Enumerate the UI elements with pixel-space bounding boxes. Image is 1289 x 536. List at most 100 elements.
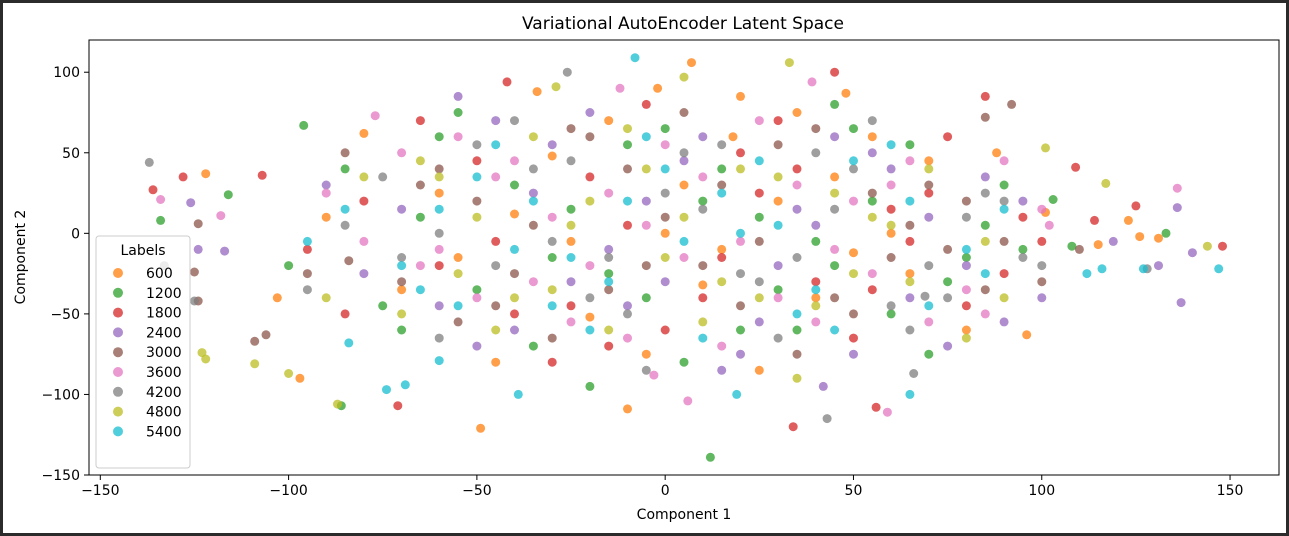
point [566,204,576,214]
point [717,253,727,262]
point [717,140,727,150]
point [679,108,689,117]
point [736,325,745,335]
point [679,156,689,166]
legend-item-3600: 3600 [113,365,182,381]
point [453,108,463,117]
point [397,148,407,158]
point [784,58,794,68]
point [220,246,230,256]
point [980,91,990,101]
point [980,188,990,198]
point [547,151,557,161]
point [397,277,407,287]
point [905,236,915,246]
point [641,293,651,303]
y-axis-label: Component 2 [13,210,29,305]
point [792,164,802,174]
point [992,148,1002,158]
point [472,156,482,166]
point [615,83,625,93]
point [736,148,745,158]
point [302,285,312,295]
point [980,269,990,279]
point [551,82,561,92]
point [547,333,557,343]
point [641,261,651,271]
point [415,285,425,295]
point [849,248,858,258]
point [415,180,425,190]
y-tick-label: 100 [53,65,80,81]
point [434,261,444,271]
point [886,220,896,230]
point [333,399,342,409]
point [604,269,614,279]
point [623,124,632,134]
point [980,236,990,246]
point [604,244,614,254]
point [1041,143,1050,153]
point [830,204,840,214]
point [792,309,802,319]
legend-label: 3600 [146,365,182,381]
legend-label: 600 [146,266,173,282]
point [528,164,538,174]
series-1800 [148,67,1227,432]
point [397,253,407,262]
x-tick-label: −50 [462,483,492,499]
point [434,132,444,142]
point [585,293,595,303]
point [754,156,764,166]
point [698,204,708,214]
point [641,220,651,230]
point [585,261,595,271]
point [510,309,519,319]
point [201,354,211,364]
chart-title: Variational AutoEncoder Latent Space [522,14,844,34]
point [849,164,858,174]
point [905,156,915,166]
point [604,116,614,126]
point [415,116,425,126]
legend-label: 5400 [146,424,182,440]
point [717,341,727,351]
point [660,212,670,222]
point [683,396,693,406]
point [604,188,614,198]
point [472,341,482,351]
point [924,156,934,166]
point [811,236,821,246]
point [867,116,877,126]
point [980,112,990,122]
point [736,301,745,311]
point [284,261,294,271]
point [299,120,309,130]
point [1101,178,1111,188]
point [641,365,651,375]
point [547,301,557,311]
point [773,220,783,230]
point [792,180,802,190]
point [491,172,501,182]
point [1154,261,1163,271]
y-tick-label: 0 [71,226,80,242]
point [340,309,350,319]
legend-label: 3000 [146,345,182,361]
point [513,389,523,399]
point [189,267,199,277]
point [705,452,715,462]
point [1018,244,1028,254]
point [905,220,915,230]
point [773,140,783,150]
legend-marker [113,327,123,338]
point [400,380,410,390]
point [510,293,519,303]
point [849,124,858,134]
point [562,67,572,77]
point [698,280,708,290]
point [698,196,708,206]
point [830,325,840,335]
point [415,156,425,166]
point [788,422,798,432]
